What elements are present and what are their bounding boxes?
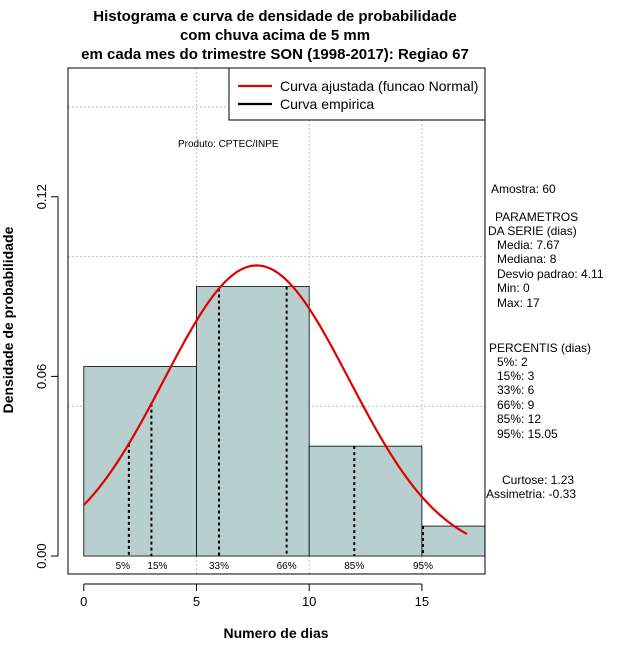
stat-max: Max: 17	[497, 296, 540, 310]
percentile-label-1: 15%	[147, 561, 167, 572]
stat-median: Mediana: 8	[497, 252, 557, 266]
histogram-bars	[83, 286, 486, 557]
y-axis-label: Densidade de probabilidade	[0, 226, 16, 413]
stat-p95: 95%: 15.05	[497, 427, 558, 441]
legend-box	[228, 67, 486, 121]
stat-p33: 33%: 6	[497, 383, 535, 397]
stat-kurtosis: Curtose: 1.23	[502, 473, 574, 487]
histogram-bar-2	[308, 445, 423, 557]
percentile-label-4: 85%	[344, 561, 364, 572]
chart-title: Histograma e curva de densidade de proba…	[81, 8, 469, 63]
percentile-lines: 5% 15% 33% 66% 85% 95%	[116, 286, 433, 572]
x-tick-label-1: 5	[193, 594, 200, 609]
stat-sd: Desvio padrao: 4.11	[497, 267, 604, 281]
stat-percentiles-heading: PERCENTIS (dias)	[489, 341, 591, 355]
stat-params-subheading: DA SERIE (dias)	[488, 224, 577, 238]
title-line-1: Histograma e curva de densidade de proba…	[93, 8, 456, 25]
percentile-label-3: 66%	[277, 561, 297, 572]
x-axis: 0 5 10 15	[80, 583, 429, 609]
title-line-3: em cada mes do trimestre SON (1998-2017)…	[81, 46, 469, 63]
percentile-label-5: 95%	[413, 561, 433, 572]
x-tick-label-2: 10	[302, 594, 316, 609]
normal-curve-line	[82, 264, 468, 535]
stat-p15: 15%: 3	[497, 369, 535, 383]
legend-label-fitted: Curva ajustada (funcao Normal)	[280, 78, 478, 94]
percentile-label-0: 5%	[116, 561, 131, 572]
stats-panel: Amostra: 60 PARAMETROS DA SERIE (dias) M…	[486, 182, 604, 501]
legend: Curva ajustada (funcao Normal) Curva emp…	[228, 67, 486, 121]
y-tick-label-0: 0.00	[34, 543, 49, 568]
percentile-label-2: 33%	[209, 561, 229, 572]
histogram-bar-1	[196, 286, 310, 557]
stat-p66: 66%: 9	[497, 398, 535, 412]
y-axis: 0.00 0.06 0.12	[34, 184, 59, 569]
y-tick-label-1: 0.06	[34, 364, 49, 389]
legend-label-empirical: Curva empirica	[280, 96, 374, 112]
x-axis-label: Numero de dias	[223, 625, 328, 641]
x-tick-label-0: 0	[80, 594, 87, 609]
x-tick-label-3: 15	[415, 594, 429, 609]
product-label: Produto: CPTEC/INPE	[178, 139, 279, 150]
stat-min: Min: 0	[497, 281, 530, 295]
stat-params-heading: PARAMETROS	[495, 210, 578, 224]
histogram-bar-0	[83, 366, 197, 557]
stat-mean: Media: 7.67	[497, 238, 560, 252]
title-line-2: com chuva acima de 5 mm	[180, 27, 370, 44]
stat-skewness: Assimetria: -0.33	[486, 487, 576, 501]
stat-p5: 5%: 2	[497, 355, 528, 369]
histogram-bar-3	[421, 525, 486, 557]
stat-p85: 85%: 12	[497, 412, 541, 426]
y-tick-label-2: 0.12	[34, 184, 49, 209]
stat-sample: Amostra: 60	[491, 182, 556, 196]
